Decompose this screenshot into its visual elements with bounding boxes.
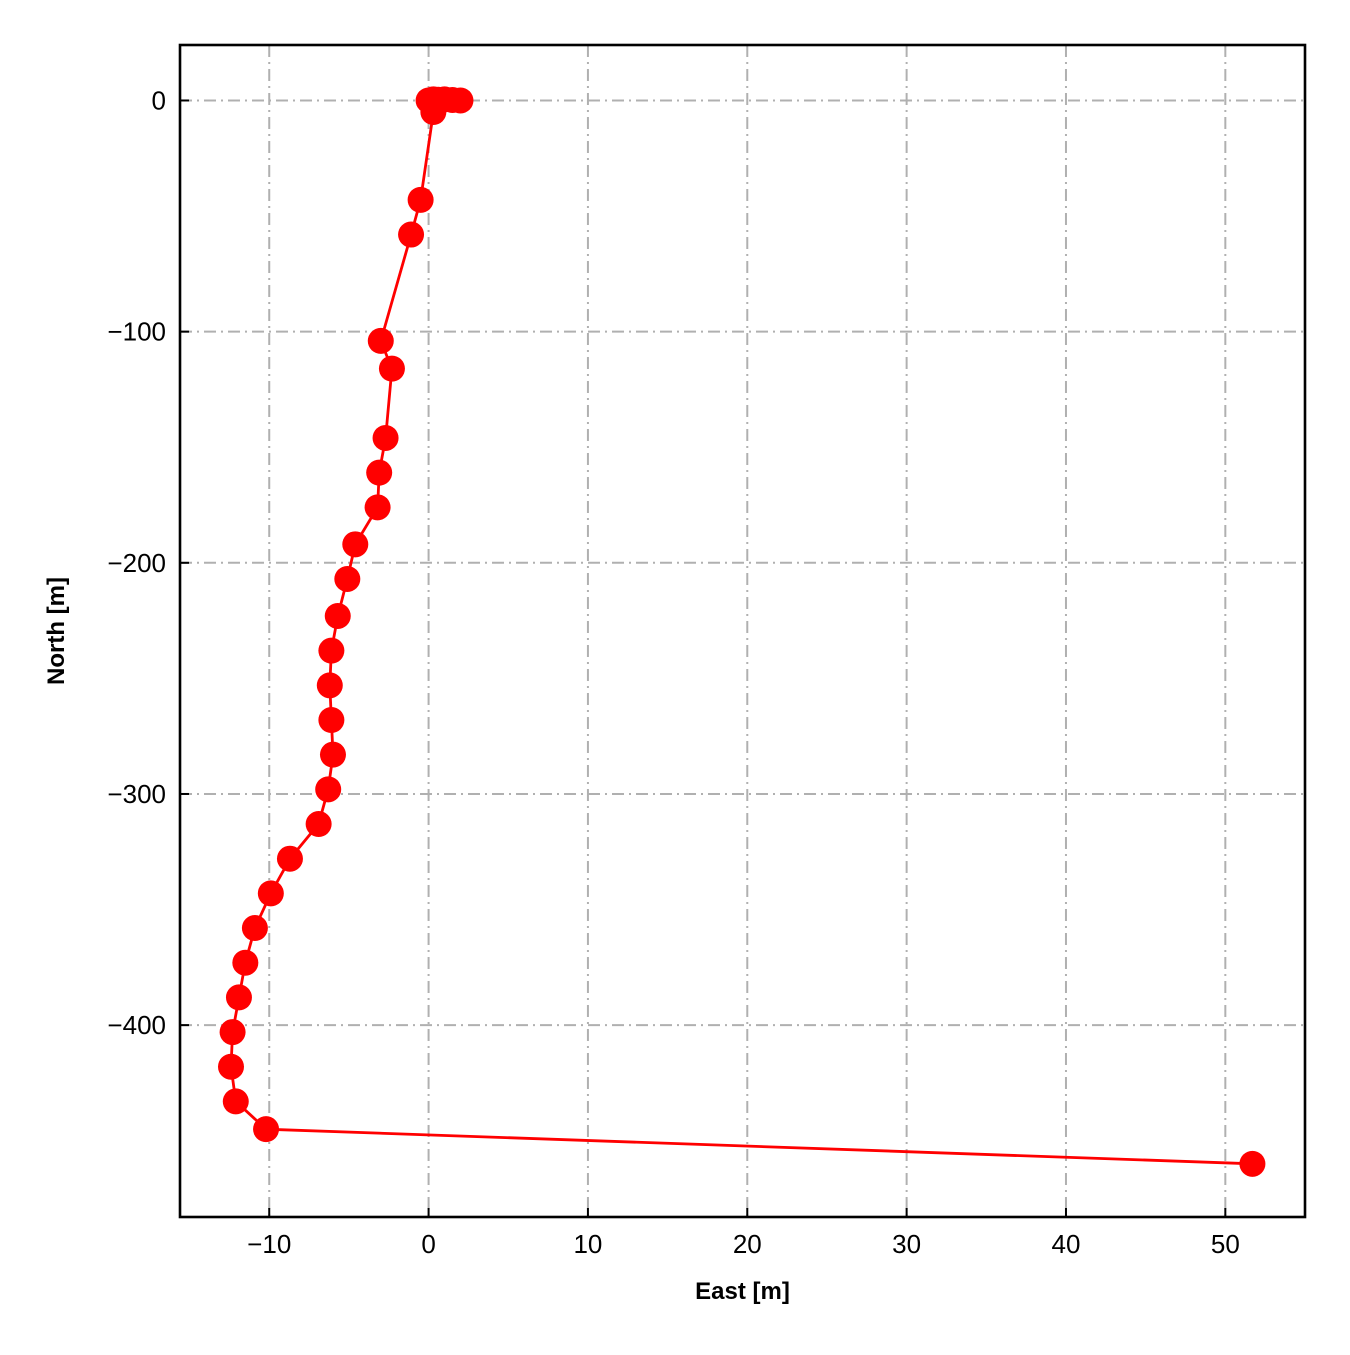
data-point [366, 459, 393, 486]
data-point [219, 1019, 246, 1046]
data-point [225, 984, 252, 1011]
data-point [253, 1116, 280, 1143]
y-tick-label: −300 [107, 779, 166, 809]
data-point [378, 355, 405, 382]
y-tick-label: −400 [107, 1010, 166, 1040]
x-tick-label: 50 [1211, 1229, 1240, 1259]
axis-ticks: −10 0 10 20 30 40 500−100−200−300−400 [107, 85, 1239, 1259]
data-point [372, 424, 399, 451]
x-tick-label: 40 [1052, 1229, 1081, 1259]
data-point [241, 915, 268, 942]
data-series [217, 86, 1266, 1177]
data-point [217, 1053, 244, 1080]
data-point [367, 327, 394, 354]
y-tick-label: 0 [152, 85, 166, 115]
x-tick-label: −10 [247, 1229, 291, 1259]
data-point [318, 637, 345, 664]
data-point [315, 776, 342, 803]
data-point [257, 880, 284, 907]
x-tick-label: 10 [573, 1229, 602, 1259]
data-point [334, 565, 361, 592]
series-line [229, 97, 1253, 1166]
data-point [305, 811, 332, 838]
data-point [222, 1088, 249, 1115]
data-point [398, 221, 425, 248]
y-axis-label: North [m] [43, 577, 70, 685]
data-point [1239, 1150, 1266, 1177]
data-point [447, 87, 474, 114]
x-tick-label: 0 [421, 1229, 435, 1259]
data-point [318, 706, 345, 733]
x-axis-label: East [m] [695, 1278, 790, 1305]
data-point [276, 845, 303, 872]
data-point [319, 741, 346, 768]
grid [180, 45, 1305, 1217]
data-point [407, 186, 434, 213]
y-tick-label: −100 [107, 317, 166, 347]
data-point [342, 531, 369, 558]
data-point [364, 494, 391, 521]
data-point [232, 949, 259, 976]
data-point [420, 99, 447, 126]
data-point [316, 672, 343, 699]
x-tick-label: 20 [733, 1229, 762, 1259]
y-tick-label: −200 [107, 548, 166, 578]
x-tick-label: 30 [892, 1229, 921, 1259]
plot-frame [178, 43, 1307, 1219]
data-point [324, 602, 351, 629]
